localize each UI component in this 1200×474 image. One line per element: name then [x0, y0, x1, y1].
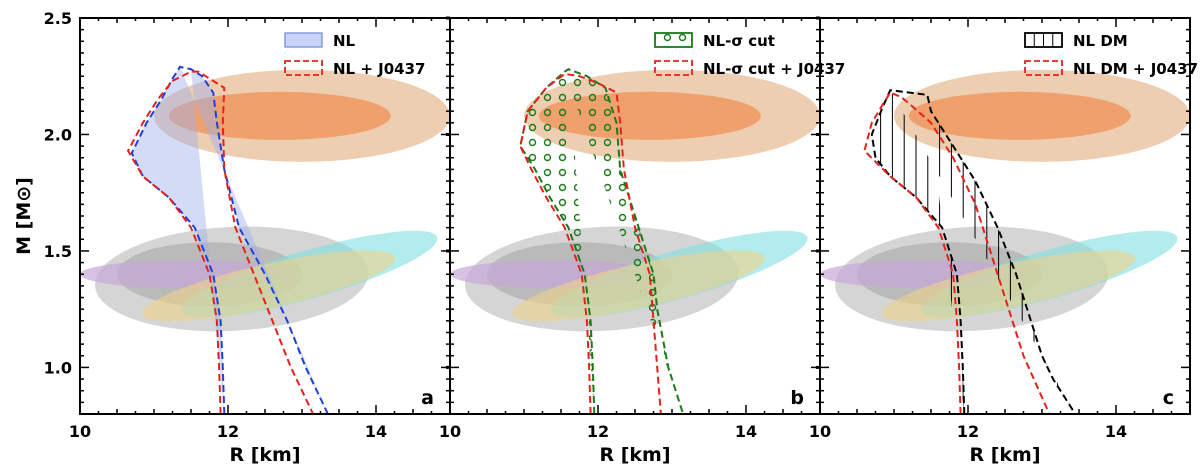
- legend-swatch: [1024, 60, 1063, 76]
- series-line-1-0: [519, 68, 685, 414]
- legend-label: NL DM + J0437: [1073, 60, 1198, 78]
- legend-swatch: [284, 60, 323, 76]
- legend-label: NL: [333, 32, 356, 50]
- legend-label: NL DM: [1073, 32, 1128, 50]
- constraint-heavy-pulsar-inner: [908, 91, 1131, 140]
- x-tick-label: 10: [439, 422, 461, 441]
- y-tick-label: 1.0: [44, 358, 72, 377]
- legend-c: NL DM NL DM + J0437: [1024, 32, 1198, 78]
- x-tick-label: 10: [809, 422, 831, 441]
- legend-a: NL NL + J0437: [284, 32, 425, 78]
- constraint-yellow: [512, 250, 766, 322]
- panel-b: [450, 68, 820, 414]
- x-axis-label: R [km]: [599, 444, 670, 466]
- x-tick-label: 14: [1105, 422, 1127, 441]
- y-tick-label: 1.5: [44, 242, 72, 261]
- constraint-heavy-pulsar-inner: [168, 91, 391, 140]
- series-hatch-1-0: [520, 69, 684, 414]
- legend-label: NL-σ cut + J0437: [703, 60, 845, 78]
- panel-label: b: [790, 387, 804, 409]
- series-line-0-1: [126, 70, 315, 414]
- legend-label: NL + J0437: [333, 60, 425, 78]
- series-line-2-0: [870, 89, 1077, 414]
- y-tick-label: 2.0: [44, 125, 72, 144]
- panel-label: c: [1163, 387, 1174, 409]
- panel-a: [80, 65, 450, 414]
- legend-swatch: [654, 32, 693, 48]
- legend-label: NL-σ cut: [703, 32, 775, 50]
- constraint-yellow: [142, 250, 396, 322]
- panel-label: a: [421, 387, 434, 409]
- x-axis-label: R [km]: [969, 444, 1040, 466]
- legend-swatch: [654, 60, 693, 76]
- x-tick-label: 14: [365, 422, 387, 441]
- x-tick-label: 10: [69, 422, 91, 441]
- legend-swatch: [284, 32, 323, 48]
- series-fill-0-0: [131, 66, 328, 414]
- series-line-2-1: [863, 91, 1051, 414]
- x-tick-label: 12: [217, 422, 239, 441]
- series-line-0-0: [130, 65, 329, 414]
- x-tick-label: 12: [957, 422, 979, 441]
- constraint-yellow: [882, 250, 1136, 322]
- series-line-1-1: [519, 72, 662, 414]
- legend-b: NL-σ cut NL-σ cut + J0437: [654, 32, 845, 78]
- x-tick-label: 12: [587, 422, 609, 441]
- x-axis-label: R [km]: [229, 444, 300, 466]
- y-axis-label: M [M⊙]: [13, 177, 35, 255]
- x-tick-label: 14: [735, 422, 757, 441]
- y-tick-label: 2.5: [44, 9, 72, 28]
